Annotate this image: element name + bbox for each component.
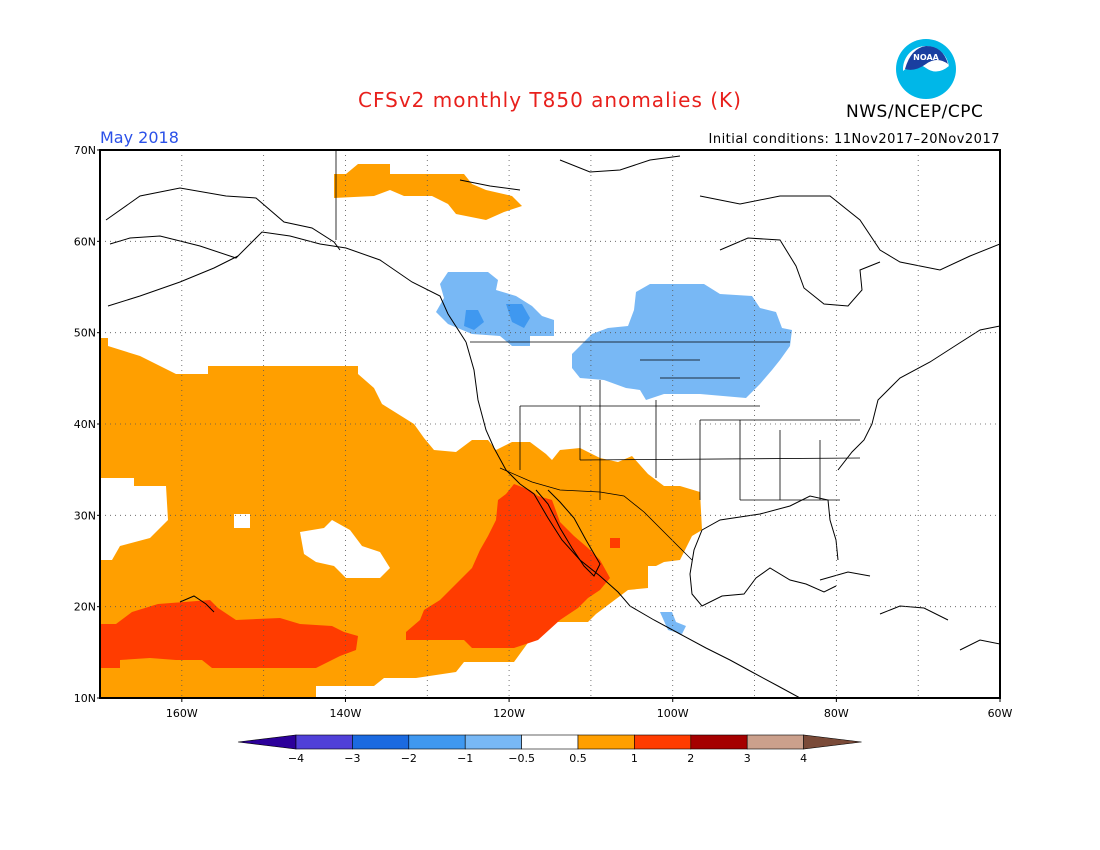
forecast-period: May 2018 [100, 128, 179, 147]
colorbar-label: −2 [401, 752, 417, 765]
colorbar-label: 4 [800, 752, 807, 765]
map-plot-area [100, 150, 1000, 698]
neutral-gap-central [300, 520, 390, 578]
colorbar-swatch [521, 734, 579, 750]
lon-label: 100W [657, 707, 689, 720]
initial-conditions: Initial conditions: 11Nov2017–20Nov2017 [708, 132, 1000, 147]
colorbar-label: −3 [344, 752, 360, 765]
colorbar-label: −4 [288, 752, 304, 765]
neutral-gap-small [234, 514, 250, 528]
colorbar-arrow-right [803, 734, 862, 750]
noaa-logo-icon: NOAA [896, 39, 956, 99]
lon-label: 140W [330, 707, 362, 720]
lat-label: 70N [74, 144, 96, 157]
anomaly-region-warm-arctic [334, 164, 522, 220]
colorbar-swatch [464, 734, 522, 750]
colorbar-label: 3 [744, 752, 751, 765]
colorbar-label: −0.5 [508, 752, 535, 765]
colorbar: −4 −3 −2 −1 −0.5 0.5 1 2 3 4 [237, 734, 862, 765]
coastlines [105, 155, 1000, 698]
lat-label: 30N [74, 509, 96, 522]
colorbar-label: −1 [457, 752, 473, 765]
lon-label: 120W [493, 707, 525, 720]
colorbar-swatch [577, 734, 635, 750]
lat-label: 10N [74, 692, 96, 705]
colorbar-swatch [690, 734, 748, 750]
lat-label: 40N [74, 418, 96, 431]
colorbar-swatch [746, 734, 804, 750]
anomaly-region-cool-bc [436, 272, 554, 346]
anomaly-spot-hot [610, 538, 620, 548]
colorbar-label: 2 [687, 752, 694, 765]
colorbar-swatch [295, 734, 353, 750]
neutral-gap-west [100, 478, 168, 560]
lon-label: 160W [166, 707, 198, 720]
graticule [100, 150, 1000, 698]
lat-label: 50N [74, 327, 96, 340]
colorbar-label: 1 [631, 752, 638, 765]
anomaly-region-blue-patch-2 [506, 304, 530, 328]
latitude-labels: 70N 60N 50N 40N 30N 20N 10N [74, 144, 100, 705]
lon-label: 80W [824, 707, 849, 720]
org-label: NWS/NCEP/CPC [846, 102, 984, 122]
political-borders [335, 150, 861, 561]
colorbar-swatch [634, 734, 692, 750]
anomaly-region-blue-patch-1 [464, 310, 484, 330]
anomaly-region-hot-pacific [100, 600, 358, 668]
colorbar-swatch [408, 734, 466, 750]
map-title: CFSv2 monthly T850 anomalies (K) [358, 88, 742, 112]
lat-label: 60N [74, 235, 96, 248]
anomaly-region-cool-mexico [660, 612, 686, 634]
colorbar-label: 0.5 [569, 752, 587, 765]
lon-label: 60W [988, 707, 1013, 720]
colorbar-swatch [352, 734, 410, 750]
logo-text: NOAA [913, 53, 939, 62]
lat-label: 20N [74, 601, 96, 614]
longitude-labels: 160W 140W 120W 100W 80W 60W [166, 698, 1013, 720]
colorbar-arrow-left [237, 734, 297, 750]
